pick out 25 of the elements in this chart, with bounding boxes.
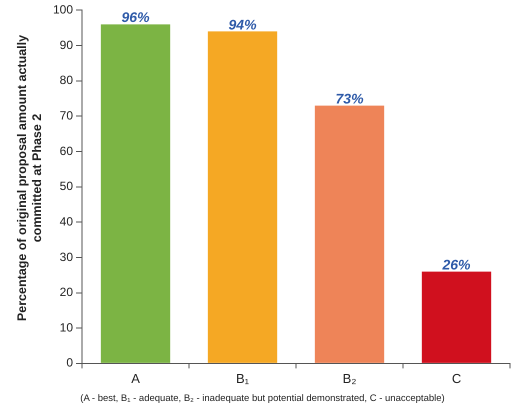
data-label: 73%: [335, 90, 364, 106]
y-tick-label: 50: [60, 179, 74, 194]
bar: [314, 106, 384, 363]
y-tick-label: 90: [60, 38, 74, 52]
bar: [208, 31, 278, 363]
y-tick-label: 20: [60, 285, 74, 300]
y-tick-label: 100: [52, 2, 74, 17]
y-tick-label: 0: [66, 356, 74, 370]
x-tick-label: A: [131, 370, 140, 386]
data-label: 96%: [122, 9, 150, 26]
x-tick-label: C: [452, 370, 462, 386]
bar: [422, 272, 492, 363]
y-tick-label: 40: [60, 214, 74, 228]
y-tick-label: 70: [60, 108, 74, 122]
x-tick-label: B₂: [342, 370, 356, 386]
data-label: 26%: [441, 256, 472, 272]
bar: [100, 24, 170, 363]
y-tick-label: 80: [60, 73, 74, 88]
y-tick-label: 30: [60, 250, 74, 264]
y-axis-title: Percentage of original proposal amount actually committed at Phase 2: [15, 34, 45, 324]
x-tick-label: B₁: [236, 370, 250, 386]
y-tick-label: 60: [60, 144, 74, 158]
data-label: 94%: [228, 16, 258, 32]
text: (A - best, B₁ - adequate, B₂ - inadequate but potential demonstrated, C - unacceptable): [79, 393, 446, 404]
y-tick-label: 10: [60, 320, 74, 334]
